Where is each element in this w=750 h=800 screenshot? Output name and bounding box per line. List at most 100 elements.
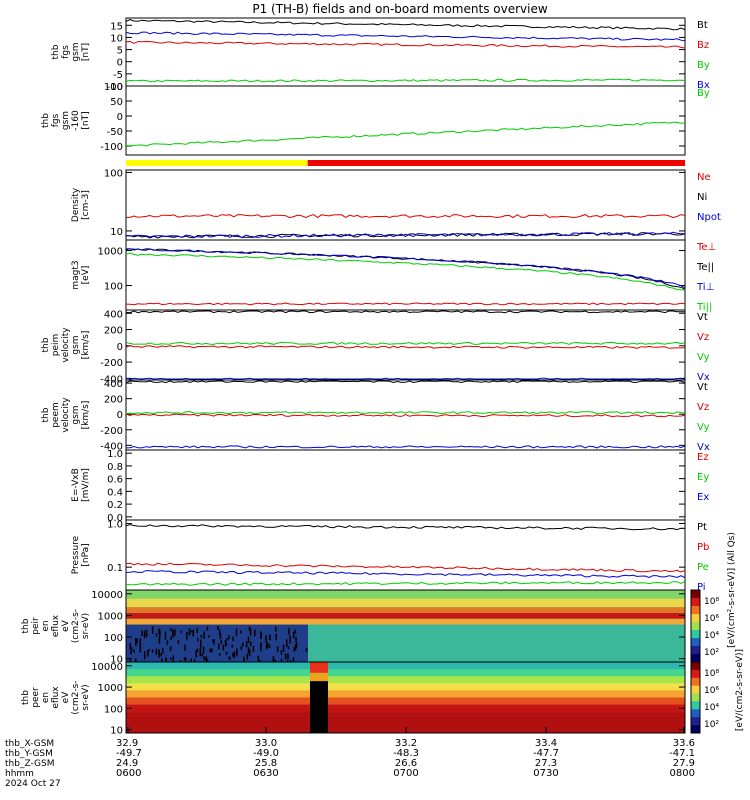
y-axis-label: [eV] <box>81 266 91 285</box>
spectrogram-speckle <box>227 635 230 640</box>
legend-Vy: Vy <box>697 352 710 363</box>
y-tick-label: 200 <box>104 326 123 337</box>
ephemeris-value: 26.6 <box>395 758 417 769</box>
y-axis-label: Density <box>71 187 81 222</box>
legend-Pt: Pt <box>697 522 707 533</box>
spectrogram-speckle <box>199 648 202 657</box>
ephemeris-value: 33.4 <box>535 738 557 749</box>
spectrogram-speckle <box>295 641 298 648</box>
series-line-Vz <box>125 345 686 349</box>
y-axis-label: [cm-3] <box>81 190 91 220</box>
y-tick-label: 0 <box>117 58 123 69</box>
spectrogram-speckle <box>195 650 197 658</box>
spectrogram-speckle <box>139 646 141 649</box>
y-tick-label: -200 <box>100 358 123 369</box>
spectrogram-speckle <box>161 647 164 654</box>
y-tick-label: 10 <box>110 655 123 666</box>
spectrogram-speckle <box>294 643 297 651</box>
spectrogram-speckle <box>212 639 214 643</box>
series-line-Pi <box>125 570 686 579</box>
y-tick-label: 1000 <box>98 683 123 694</box>
y-tick-label: -200 <box>100 426 123 437</box>
spectrogram-speckle <box>196 628 199 634</box>
spectrogram-speckle <box>236 650 238 657</box>
y-tick-label: 0 <box>117 112 123 123</box>
spectrogram-speckle <box>209 648 211 653</box>
y-tick-label: 0.0 <box>107 513 123 524</box>
y-axis-label: gsm <box>71 42 81 61</box>
y-tick-label: -400 <box>100 374 123 385</box>
spectrogram-8 <box>126 590 685 668</box>
y-tick-label: 400 <box>104 379 123 390</box>
series-line-Vt <box>125 310 685 314</box>
ephemeris-value: -48.3 <box>393 748 419 759</box>
y-axis-label: velocity <box>61 327 71 363</box>
spectrogram-speckle <box>243 656 245 665</box>
y-tick-label: 0.2 <box>107 500 123 511</box>
panel-frame-2 <box>125 169 686 241</box>
y-axis-label: velocity <box>61 397 71 433</box>
spectrogram-speckle <box>139 645 142 653</box>
colorbar-tick-label: 10⁶ <box>704 614 719 624</box>
spectrogram-speckle <box>276 646 279 653</box>
spectrogram-speckle <box>293 646 296 652</box>
date-label: 2024 Oct 27 <box>5 779 61 789</box>
spectrogram-speckle <box>180 630 182 634</box>
colorbar-swatch <box>691 614 700 623</box>
y-tick-label: 10 <box>110 726 123 737</box>
spectrogram-speckle <box>295 636 297 643</box>
y-axis-label: [nT] <box>81 111 91 129</box>
spectrogram-speckle <box>143 630 146 639</box>
spectrogram-speckle <box>151 649 154 653</box>
y-axis-label: thb <box>21 690 31 705</box>
series-line-Vy <box>125 341 686 345</box>
y-axis-label: gsm <box>71 335 81 354</box>
spectrogram-speckle <box>265 643 268 650</box>
y-tick-label: -100 <box>100 142 123 153</box>
spectrogram-speckle <box>211 648 213 653</box>
spectrogram-speckle <box>141 630 143 636</box>
series-line-By <box>125 78 686 83</box>
colorbar-tick-label: 10² <box>704 720 719 730</box>
ephemeris-value: 0730 <box>533 768 558 779</box>
spectrogram-speckle <box>222 644 225 651</box>
colorbar-swatch <box>691 685 700 695</box>
spectrogram-speckle <box>260 631 262 639</box>
ephemeris-value: -47.7 <box>533 748 559 759</box>
spectrogram-speckle <box>249 628 252 636</box>
spectrogram-speckle <box>246 653 249 660</box>
legend-Ex: Ex <box>697 492 709 503</box>
spectrogram-speckle <box>155 633 158 637</box>
spectrogram-speckle <box>269 634 271 641</box>
colorbar-swatch <box>691 654 700 663</box>
y-tick-label: 10000 <box>91 590 123 601</box>
spectrogram-speckle <box>158 636 161 641</box>
spectrogram-speckle <box>174 629 176 637</box>
y-axis-label: peim <box>51 334 61 357</box>
spectrogram-speckle <box>129 642 132 650</box>
colorbar-swatch <box>691 638 700 647</box>
colorbar-swatch <box>691 677 700 687</box>
spectrogram-speckle <box>130 650 132 655</box>
spectrogram-speckle <box>172 629 174 638</box>
spectrogram-speckle <box>188 632 191 636</box>
series-line-Vy <box>125 411 686 415</box>
legend-Ez: Ez <box>697 452 709 463</box>
colorbar-tick-label: 10⁸ <box>704 669 719 679</box>
ephemeris-value: 0600 <box>116 768 141 779</box>
spectrogram-speckle <box>272 656 275 664</box>
colorbar-swatch <box>691 646 700 655</box>
spectrogram-speckle <box>229 657 231 660</box>
y-axis-label: eV <box>61 619 71 632</box>
spectrogram-band <box>126 697 685 706</box>
y-tick-label: 5 <box>117 46 123 57</box>
colorbar-swatch <box>691 598 700 607</box>
y-tick-label: 1.0 <box>107 519 123 530</box>
spectrogram-speckle <box>172 655 175 664</box>
series-line-Vx <box>125 445 686 449</box>
spectrogram-speckle <box>260 645 262 652</box>
ephemeris-value: 33.6 <box>673 738 695 749</box>
mode-bar-burst <box>307 160 685 166</box>
spectrogram-speckle <box>282 644 285 652</box>
